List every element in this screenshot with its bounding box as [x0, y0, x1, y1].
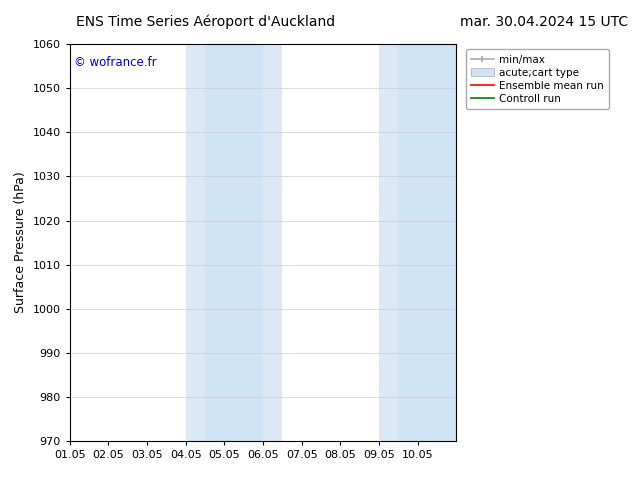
- Legend: min/max, acute;cart type, Ensemble mean run, Controll run: min/max, acute;cart type, Ensemble mean …: [465, 49, 609, 109]
- Bar: [186, 44, 205, 441]
- Text: ENS Time Series Aéroport d'Auckland: ENS Time Series Aéroport d'Auckland: [76, 15, 335, 29]
- Bar: [456, 44, 476, 441]
- Bar: [263, 44, 283, 441]
- Text: mar. 30.04.2024 15 UTC: mar. 30.04.2024 15 UTC: [460, 15, 628, 29]
- Bar: [379, 44, 398, 441]
- Text: © wofrance.fr: © wofrance.fr: [74, 56, 156, 69]
- Bar: [205, 44, 263, 441]
- Y-axis label: Surface Pressure (hPa): Surface Pressure (hPa): [14, 172, 27, 314]
- Bar: [398, 44, 456, 441]
